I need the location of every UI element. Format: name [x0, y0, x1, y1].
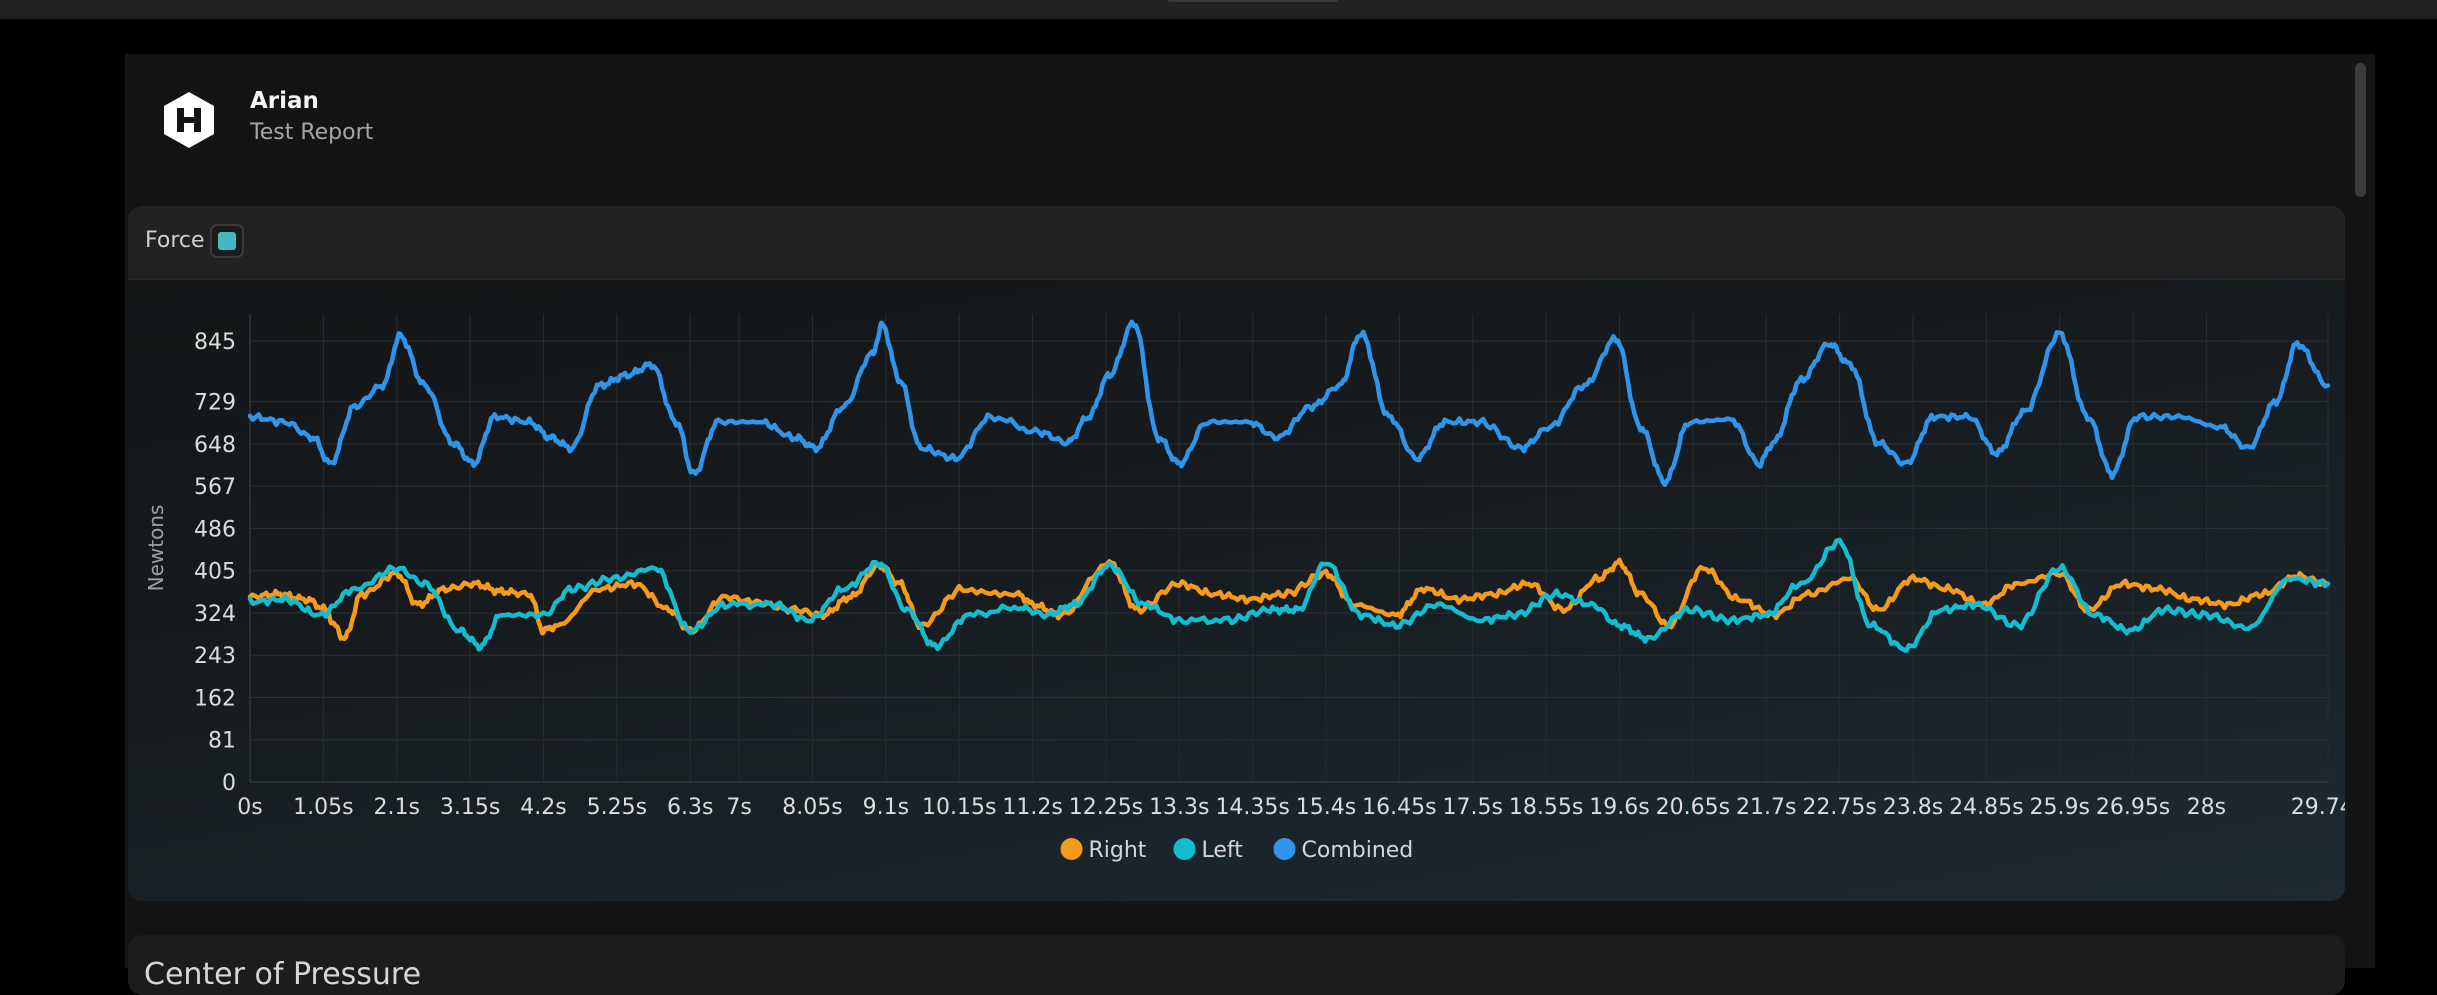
- series-line-right: [247, 557, 2331, 642]
- y-tick-label: 567: [194, 475, 236, 500]
- scrollbar[interactable]: [2355, 63, 2366, 968]
- x-tick-label: 6.3s: [667, 795, 713, 820]
- x-tick-label: 16.45s: [1362, 795, 1436, 820]
- y-tick-label: 324: [194, 602, 236, 627]
- y-tick-label: 243: [194, 644, 236, 669]
- legend-swatch-right: [1060, 838, 1083, 860]
- y-tick-label: 162: [194, 686, 236, 711]
- force-line-chart: 0 81 162 243 324 405 486 567 648 729 845 0s 1.05s 2.1…: [144, 314, 2345, 863]
- x-tick-label: 3.15s: [440, 795, 500, 820]
- x-tick-label: 13.3s: [1149, 795, 1209, 820]
- x-tick-label: 1.05s: [293, 795, 353, 820]
- center-of-pressure-title: Center of Pressure: [144, 957, 422, 992]
- x-tick-label: 28s: [2187, 795, 2226, 820]
- x-tick-label: 5.25s: [587, 795, 647, 820]
- x-tick-label: 11.2s: [1002, 795, 1062, 820]
- y-tick-label: 845: [194, 330, 236, 355]
- user-name: Arian: [250, 88, 319, 114]
- x-tick-label: 23.8s: [1883, 795, 1943, 820]
- legend-item-left[interactable]: Left: [1173, 838, 1244, 863]
- x-tick-label: 14.35s: [1215, 795, 1289, 820]
- x-tick-label: 9.1s: [863, 795, 909, 820]
- legend-item-combined[interactable]: Combined: [1273, 838, 1414, 863]
- y-tick-label: 729: [194, 391, 236, 416]
- x-tick-label: 22.75s: [1802, 795, 1876, 820]
- legend-swatch-combined: [1273, 838, 1296, 860]
- x-tick-label: 21.7s: [1736, 795, 1796, 820]
- x-tick-label: 29.74s: [2291, 795, 2345, 820]
- x-tick-label: 19.6s: [1589, 795, 1649, 820]
- y-tick-label: 648: [194, 433, 236, 458]
- x-tick-label: 2.1s: [374, 795, 420, 820]
- top-bar: [0, 0, 2437, 19]
- legend-label: Left: [1202, 838, 1244, 863]
- force-color-toggle[interactable]: [210, 224, 244, 258]
- legend-label: Combined: [1302, 838, 1414, 863]
- x-tick-label: 25.9s: [2029, 795, 2089, 820]
- x-tick-label: 20.65s: [1656, 795, 1730, 820]
- x-tick-label: 7s: [726, 795, 751, 820]
- series-line-left: [247, 537, 2331, 654]
- x-tick-label: 4.2s: [520, 795, 566, 820]
- legend-label: Right: [1089, 838, 1147, 863]
- report-title: Test Report: [250, 120, 374, 145]
- force-label: Force: [145, 228, 205, 253]
- x-tick-label: 12.25s: [1069, 795, 1143, 820]
- y-tick-label: 405: [194, 560, 236, 585]
- x-tick-label: 15.4s: [1296, 795, 1356, 820]
- y-axis-label: Newtons: [144, 505, 168, 592]
- legend-swatch-left: [1173, 838, 1196, 860]
- y-tick-label: 486: [194, 517, 236, 542]
- x-tick-label: 26.95s: [2096, 795, 2170, 820]
- series-line-combined: [247, 319, 2331, 488]
- x-tick-label: 0s: [237, 795, 262, 820]
- x-tick-label: 17.5s: [1443, 795, 1503, 820]
- legend-item-right[interactable]: Right: [1060, 838, 1147, 863]
- scrollbar-thumb[interactable]: [2355, 63, 2366, 197]
- x-tick-label: 24.85s: [1949, 795, 2023, 820]
- force-card-header: Force: [128, 206, 2345, 280]
- y-tick-label: 81: [208, 729, 236, 754]
- force-chart-card: Force 0 81 162 243 324 405 486 567 648 729 845 0s 1.…: [128, 206, 2345, 901]
- x-tick-label: 18.55s: [1509, 795, 1583, 820]
- x-tick-label: 8.05s: [782, 795, 842, 820]
- x-tick-label: 10.15s: [922, 795, 996, 820]
- y-tick-label: 0: [222, 771, 236, 796]
- window-handle[interactable]: [1168, 0, 1338, 2]
- center-of-pressure-card: Center of Pressure: [128, 935, 2345, 995]
- force-color-swatch: [218, 232, 236, 250]
- hexagon-h-logo-icon: [161, 90, 217, 150]
